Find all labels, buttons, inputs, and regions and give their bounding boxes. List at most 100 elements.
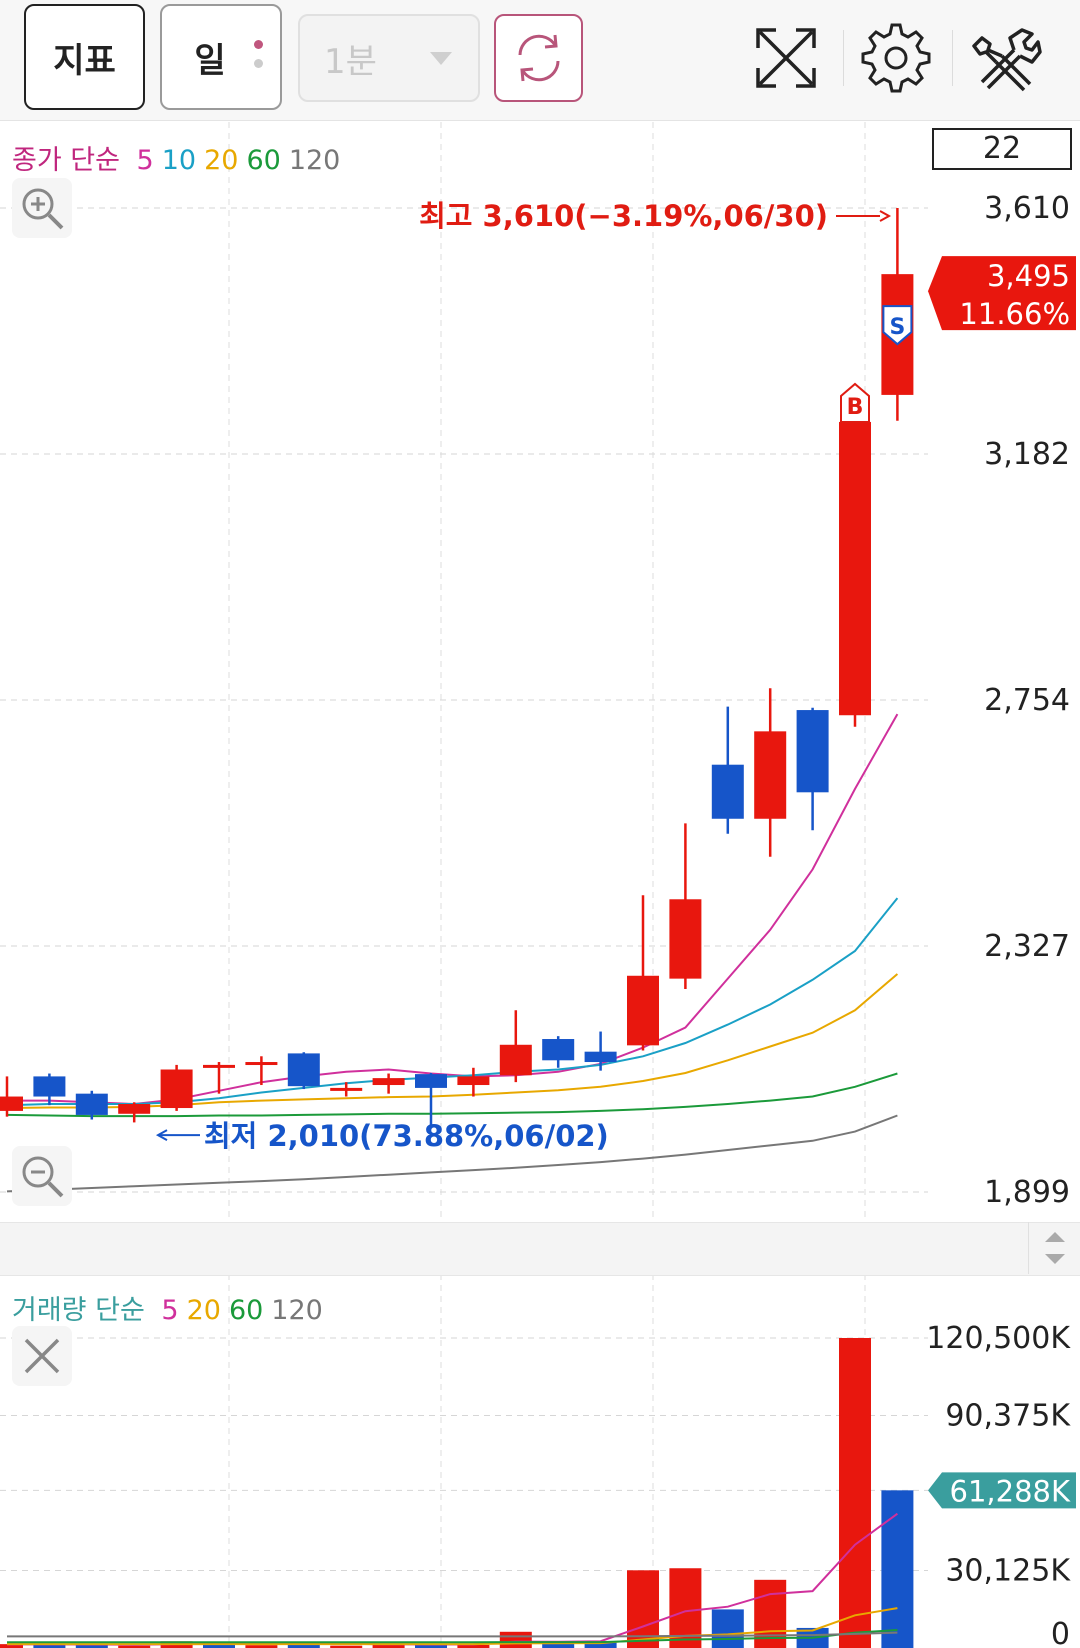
period-button[interactable]: 일 (160, 4, 282, 110)
candle-body (542, 1039, 575, 1061)
current-change-label: 11.66% (959, 297, 1070, 331)
candle-body (754, 731, 787, 819)
volume-bar (839, 1338, 871, 1648)
volume-bar (584, 1642, 617, 1648)
volume-bar (499, 1631, 532, 1648)
volume-legend: 거래량 단순 5 20 60 120 (12, 1288, 339, 1327)
y-tick-label: 3,182 (984, 437, 1070, 472)
candle-body (160, 1069, 193, 1109)
updown-arrow-icon (1045, 1232, 1065, 1264)
volume-bar (372, 1644, 405, 1648)
zoom-out-button[interactable] (12, 1146, 72, 1206)
zoom-in-icon (22, 188, 64, 230)
volume-bar (627, 1570, 659, 1648)
candle-body (584, 1051, 617, 1063)
volume-bar (881, 1490, 914, 1648)
legend-item-20: 20 (186, 1295, 221, 1326)
zoom-out-icon (22, 1156, 64, 1198)
toolbar-divider (952, 30, 953, 86)
volume-bar (754, 1579, 787, 1648)
indicator-button[interactable]: 지표 (24, 4, 145, 110)
volume-bar (287, 1643, 320, 1648)
legend-item-5: 5 (136, 145, 154, 176)
legend-item-120: 120 (271, 1295, 323, 1326)
zoom-in-button[interactable] (12, 178, 72, 238)
low-arrow-head (155, 1129, 168, 1142)
legend-item-60: 60 (228, 1295, 264, 1326)
candle-body (33, 1076, 66, 1097)
volume-bar (203, 1643, 235, 1648)
candle-body (415, 1074, 447, 1088)
volume-tick-label: 30,125K (945, 1554, 1071, 1589)
candle-body (75, 1093, 108, 1115)
candle-body (372, 1078, 405, 1086)
candle (330, 1082, 363, 1097)
candlesticks (0, 208, 914, 1129)
candle (796, 707, 829, 831)
refresh-button[interactable] (494, 14, 583, 102)
sell-signal-marker (882, 305, 913, 346)
candle-body (287, 1053, 320, 1087)
candle (457, 1067, 490, 1097)
candle-body (669, 899, 702, 979)
fullscreen-icon[interactable] (746, 18, 826, 98)
candle (627, 895, 659, 1051)
current-price-tag (928, 256, 1076, 331)
volume-bar (415, 1643, 447, 1648)
volume-tick-label: 0 (1051, 1617, 1070, 1648)
buy-signal-marker (840, 382, 870, 423)
close-icon (24, 1338, 60, 1374)
sell-signal-label: S (889, 315, 905, 340)
visible-count-box[interactable]: 22 (932, 128, 1072, 170)
volume-bar (711, 1609, 744, 1648)
legend-item-5: 5 (161, 1295, 179, 1326)
ma-line-60 (6, 1072, 898, 1118)
candle (415, 1072, 447, 1129)
ma-line-120 (6, 1114, 898, 1193)
chevron-down-icon (430, 52, 452, 65)
volume-ma-line-20 (7, 1607, 898, 1646)
low-annotation: 최저 2,010(73.88%,06/02) (204, 1119, 609, 1153)
axis-scroll-handle[interactable] (1028, 1222, 1080, 1274)
candle (33, 1073, 66, 1106)
candle-body (796, 710, 829, 793)
indicator-label: 지표 (53, 40, 116, 81)
candle (499, 1010, 532, 1083)
x-axis-band (0, 1222, 1080, 1276)
candle-body (245, 1062, 278, 1066)
volume-bar (33, 1644, 66, 1648)
volume-ma-line-60 (7, 1629, 898, 1644)
volume-moving-averages (7, 1512, 898, 1646)
candle-body (499, 1044, 532, 1076)
legend-item-120: 120 (288, 145, 341, 176)
refresh-icon (518, 34, 559, 82)
price-legend-prefix: 종가 단순 (12, 145, 120, 176)
candle-body (330, 1087, 363, 1091)
candle-body (457, 1076, 490, 1086)
candle (754, 688, 787, 857)
close-volume-button[interactable] (12, 1326, 72, 1386)
candle (542, 1036, 575, 1068)
gear-icon[interactable] (856, 18, 936, 98)
tools-icon[interactable] (966, 18, 1046, 98)
candle (584, 1031, 617, 1071)
candle (287, 1052, 320, 1090)
volume-bar (457, 1644, 490, 1648)
volume-tick-label: 120,500K (926, 1321, 1071, 1356)
y-tick-label: 1,899 (984, 1175, 1070, 1210)
volume-ma-line-120 (7, 1631, 898, 1638)
y-tick-label: 2,754 (984, 683, 1070, 718)
high-arrow-head (879, 210, 892, 222)
candle (711, 706, 744, 834)
legend-item-10: 10 (161, 145, 197, 176)
candle-body (118, 1104, 151, 1114)
candle-body (0, 1096, 23, 1111)
candle (0, 1076, 23, 1117)
candle-body (627, 975, 659, 1046)
candle-body (203, 1064, 235, 1068)
volume-legend-prefix: 거래량 단순 (12, 1295, 145, 1326)
price-moving-averages (6, 713, 899, 1193)
current-volume-label: 61,288K (950, 1474, 1071, 1508)
minute-select[interactable]: 1분 (298, 14, 480, 102)
